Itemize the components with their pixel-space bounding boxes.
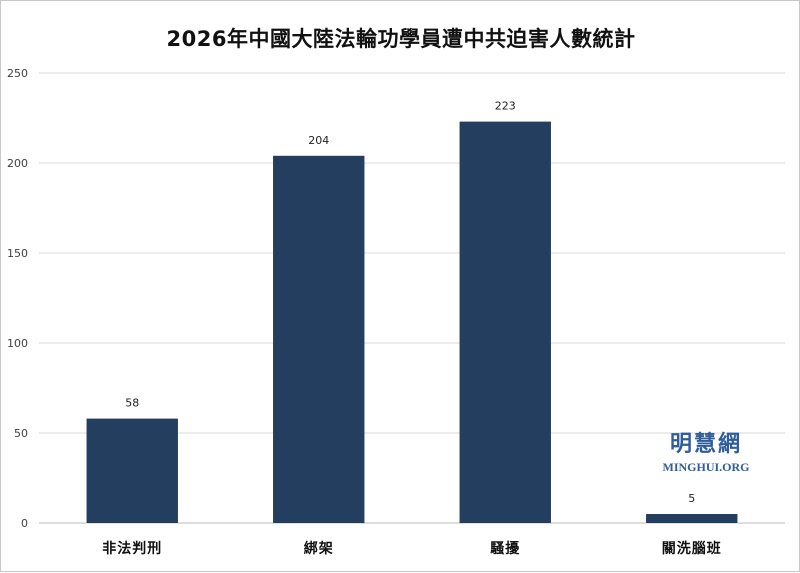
y-tick-label: 100 bbox=[7, 337, 28, 350]
watermark-cn: 明慧網 bbox=[669, 431, 742, 457]
y-tick-label: 150 bbox=[7, 247, 28, 260]
data-label: 204 bbox=[308, 134, 329, 147]
y-tick-label: 200 bbox=[7, 157, 28, 170]
bar bbox=[646, 514, 738, 523]
y-tick-label: 50 bbox=[14, 427, 28, 440]
bar bbox=[459, 121, 551, 523]
x-tick-label: 騷擾 bbox=[490, 540, 520, 557]
labels: 0 50 100 150 200 250 58 非法判刑 204 綁架 223 騷擾 5 關洗腦班 bbox=[7, 67, 722, 557]
bar bbox=[86, 418, 178, 523]
x-tick-label: 關洗腦班 bbox=[662, 540, 722, 557]
bars bbox=[86, 121, 738, 524]
x-tick-label: 綁架 bbox=[304, 540, 334, 557]
data-label: 58 bbox=[125, 397, 139, 410]
chart-title: 2026年中國大陸法輪功學員遭中共迫害人數統計 bbox=[166, 27, 636, 51]
y-tick-label: 0 bbox=[21, 517, 28, 530]
minghui-watermark: 明慧網 MINGHUI.ORG bbox=[651, 426, 761, 475]
y-tick-label: 250 bbox=[7, 67, 28, 80]
watermark-en: MINGHUI.ORG bbox=[662, 460, 750, 474]
bar bbox=[273, 155, 365, 524]
data-label: 223 bbox=[495, 100, 516, 113]
data-label: 5 bbox=[688, 492, 695, 505]
gridlines bbox=[39, 72, 785, 434]
x-tick-label: 非法判刑 bbox=[102, 540, 162, 557]
